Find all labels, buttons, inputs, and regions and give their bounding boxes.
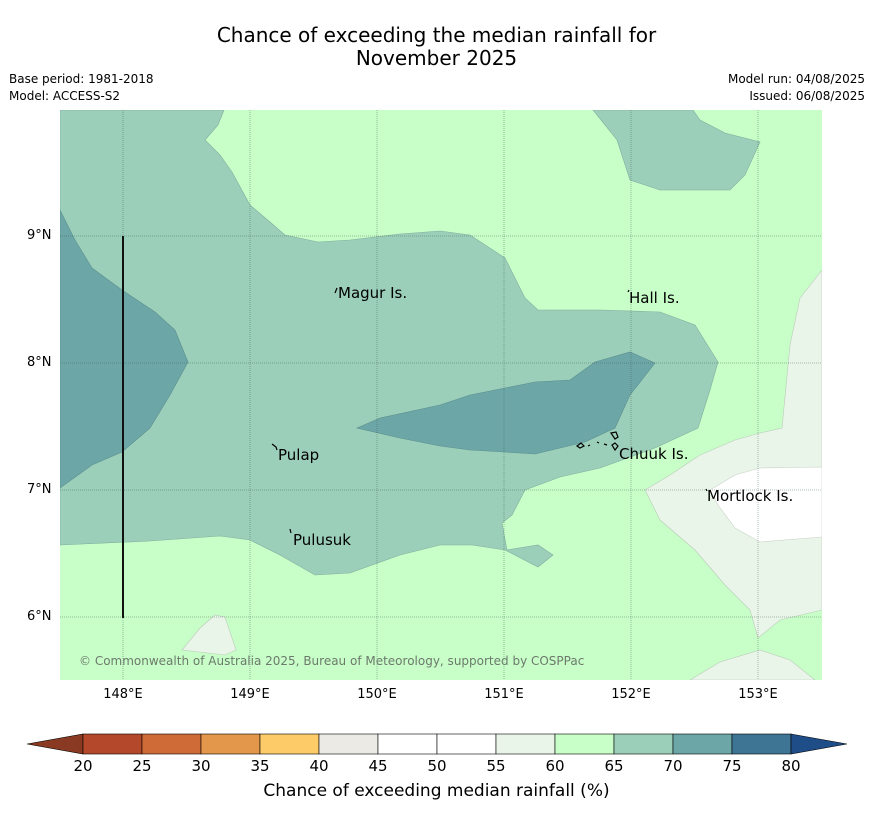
colorbar-tick-label: 80	[781, 757, 801, 775]
colorbar-tick-label: 45	[368, 757, 388, 775]
issued-date: Issued: 06/08/2025	[749, 89, 865, 103]
lon-label-152e: 152°E	[611, 687, 651, 702]
region-65-70-northeast	[592, 110, 761, 191]
map-area	[60, 110, 822, 680]
colorbar	[26, 733, 848, 755]
pulusuk-island-mark	[289, 528, 292, 534]
colorbar-cell	[200, 733, 261, 755]
colorbar-cell	[436, 733, 497, 755]
island-marks	[271, 287, 708, 534]
lat-label-6n: 6°N	[27, 609, 52, 624]
lat-label-7n: 7°N	[27, 482, 52, 497]
colorbar-cell	[613, 733, 674, 755]
chuuk-island-marks	[575, 431, 619, 452]
hall-island-mark	[627, 289, 630, 293]
meta-right: Model run: 04/08/2025 Issued: 06/08/2025	[728, 71, 865, 105]
model-name: Model: ACCESS-S2	[9, 89, 121, 103]
lon-label-150e: 150°E	[357, 687, 397, 702]
base-period: Base period: 1981-2018	[9, 72, 154, 86]
colorbar-tick-label: 75	[722, 757, 742, 775]
region-65-70-main	[60, 110, 719, 576]
mortlock-island-mark	[705, 488, 708, 492]
colorbar-high-extend	[790, 733, 848, 755]
graticule	[60, 110, 822, 680]
colorbar-tick-label: 20	[73, 757, 93, 775]
colorbar-cell	[82, 733, 143, 755]
colorbar-tick-label: 65	[604, 757, 624, 775]
lon-label-153e: 153°E	[738, 687, 778, 702]
lat-label-9n: 9°N	[27, 228, 52, 243]
lon-label-148e: 148°E	[103, 687, 143, 702]
lon-label-149e: 149°E	[230, 687, 270, 702]
colorbar-tick-label: 70	[663, 757, 683, 775]
colorbar-cell	[318, 733, 379, 755]
lon-label-151e: 151°E	[484, 687, 524, 702]
lat-label-8n: 8°N	[27, 355, 52, 370]
colorbar-cell	[731, 733, 792, 755]
place-label-hall: Hall Is.	[629, 289, 680, 307]
colorbar-tick-label: 60	[545, 757, 565, 775]
colorbar-cell	[141, 733, 202, 755]
region-55-60-southeast	[689, 649, 816, 680]
magur-island-mark	[334, 287, 338, 294]
meta-left: Base period: 1981-2018 Model: ACCESS-S2	[9, 71, 154, 105]
colorbar-cell	[554, 733, 615, 755]
place-label-chuuk: Chuuk Is.	[619, 445, 689, 463]
colorbar-tick-label: 35	[250, 757, 270, 775]
colorbar-cell	[259, 733, 320, 755]
copyright-notice: © Commonwealth of Australia 2025, Bureau…	[79, 654, 585, 668]
colorbar-cell	[377, 733, 438, 755]
colorbar-tick-label: 55	[486, 757, 506, 775]
colorbar-title: Chance of exceeding median rainfall (%)	[263, 781, 610, 801]
colorbar-cell	[672, 733, 733, 755]
colorbar-tick-label: 25	[132, 757, 152, 775]
pulap-island-mark	[271, 443, 278, 451]
place-label-pulap: Pulap	[278, 446, 320, 464]
place-label-pulusuk: Pulusuk	[293, 531, 351, 549]
map-title-line1: Chance of exceeding the median rainfall …	[216, 23, 657, 47]
place-label-mortlock: Mortlock Is.	[707, 487, 794, 505]
colorbar-low-extend	[26, 733, 84, 755]
colorbar-tick-label: 30	[191, 757, 211, 775]
colorbar-tick-label: 40	[309, 757, 329, 775]
place-label-magur: Magur Is.	[338, 284, 408, 302]
colorbar-tick-label: 50	[427, 757, 447, 775]
region-50-55-east	[709, 466, 822, 543]
colorbar-cell	[495, 733, 556, 755]
map-title-line2: November 2025	[355, 46, 518, 70]
model-run-date: Model run: 04/08/2025	[727, 72, 865, 86]
